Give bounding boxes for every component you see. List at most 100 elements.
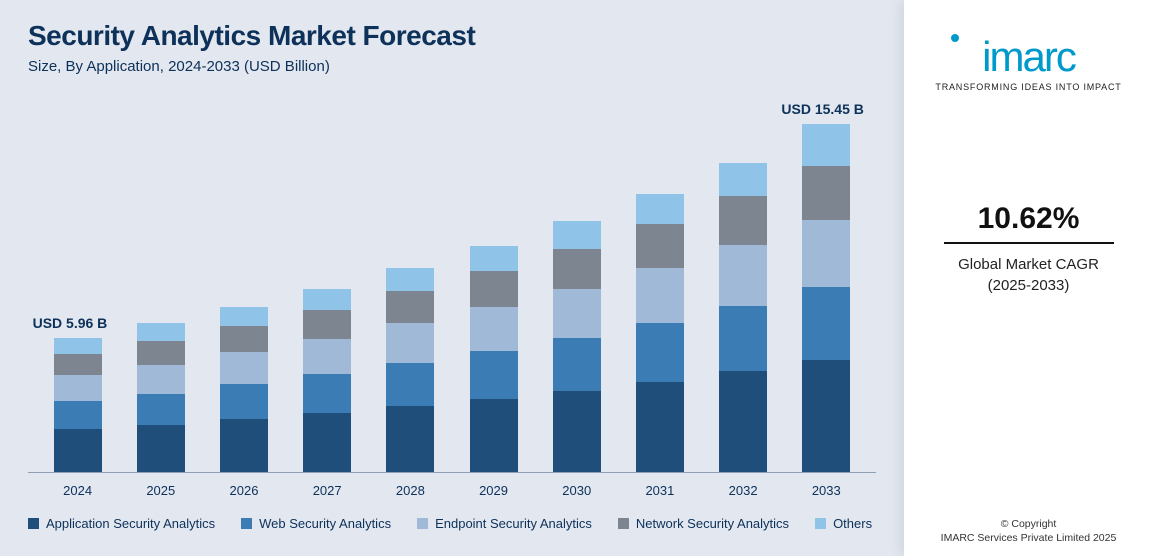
cagr-value: 10.62% bbox=[944, 202, 1114, 244]
bar-segment bbox=[303, 413, 351, 472]
bar-segment bbox=[137, 365, 185, 394]
bar bbox=[553, 221, 601, 472]
bar-segment bbox=[470, 351, 518, 399]
x-tick-label: 2029 bbox=[470, 483, 518, 498]
legend-swatch-icon bbox=[28, 518, 39, 529]
bar-segment bbox=[719, 196, 767, 245]
bar-segment bbox=[470, 271, 518, 307]
bar-segment bbox=[54, 354, 102, 375]
x-tick-label: 2033 bbox=[802, 483, 850, 498]
bar-segment bbox=[802, 124, 850, 166]
legend-label: Web Security Analytics bbox=[259, 516, 391, 531]
bar-segment bbox=[54, 375, 102, 401]
cagr-label: Global Market CAGR (2025-2033) bbox=[944, 254, 1114, 296]
legend: Application Security Analytics Web Securi… bbox=[28, 516, 876, 531]
logo-text: imarc bbox=[935, 36, 1121, 78]
bar-segment bbox=[220, 307, 268, 326]
x-tick-label: 2025 bbox=[137, 483, 185, 498]
bar bbox=[303, 289, 351, 472]
bar-segment bbox=[54, 401, 102, 429]
copyright: © Copyright IMARC Services Private Limit… bbox=[941, 517, 1117, 546]
bar-segment bbox=[553, 391, 601, 472]
bar bbox=[802, 124, 850, 472]
x-tick-label: 2031 bbox=[636, 483, 684, 498]
bar-segment bbox=[54, 338, 102, 354]
side-panel: imarc TRANSFORMING IDEAS INTO IMPACT 10.… bbox=[904, 0, 1153, 556]
bar-segment bbox=[220, 326, 268, 352]
x-tick-label: 2026 bbox=[220, 483, 268, 498]
legend-label: Network Security Analytics bbox=[636, 516, 789, 531]
chart-title: Security Analytics Market Forecast bbox=[28, 20, 876, 52]
chart-subtitle: Size, By Application, 2024-2033 (USD Bil… bbox=[28, 58, 876, 75]
copyright-line2: IMARC Services Private Limited 2025 bbox=[941, 532, 1117, 544]
legend-item: Others bbox=[815, 516, 872, 531]
bar-segment bbox=[303, 310, 351, 339]
bar-segment bbox=[386, 268, 434, 291]
bar bbox=[470, 246, 518, 472]
legend-swatch-icon bbox=[618, 518, 629, 529]
bar-segment bbox=[470, 246, 518, 271]
bar-segment bbox=[553, 249, 601, 289]
legend-swatch-icon bbox=[417, 518, 428, 529]
x-tick-label: 2028 bbox=[386, 483, 434, 498]
legend-label: Others bbox=[833, 516, 872, 531]
bar-segment bbox=[719, 306, 767, 372]
bar-callout-label: USD 5.96 B bbox=[33, 315, 108, 331]
bar-segment bbox=[636, 323, 684, 382]
bar bbox=[719, 163, 767, 472]
bar-segment bbox=[636, 224, 684, 268]
bar-segment bbox=[303, 289, 351, 310]
bar-segment bbox=[553, 221, 601, 248]
chart-area: USD 5.96 B USD 15.45 B bbox=[28, 103, 876, 473]
bar bbox=[220, 307, 268, 472]
bar-segment bbox=[137, 323, 185, 341]
x-tick-label: 2024 bbox=[54, 483, 102, 498]
legend-label: Endpoint Security Analytics bbox=[435, 516, 592, 531]
bar-segment bbox=[802, 220, 850, 288]
main-panel: Security Analytics Market Forecast Size,… bbox=[0, 0, 904, 556]
bar-segment bbox=[220, 384, 268, 419]
bar-segment bbox=[802, 287, 850, 360]
cagr-label-line2: (2025-2033) bbox=[988, 277, 1070, 294]
bar-segment bbox=[636, 268, 684, 323]
cagr-label-line1: Global Market CAGR bbox=[958, 256, 1099, 273]
x-axis: 2024 2025 2026 2027 2028 2029 2030 2031 2032 2033 bbox=[28, 473, 876, 498]
bar-segment bbox=[220, 419, 268, 472]
legend-swatch-icon bbox=[815, 518, 826, 529]
bar-segment bbox=[470, 399, 518, 472]
bar-segment bbox=[719, 163, 767, 196]
bar-segment bbox=[636, 382, 684, 472]
bar bbox=[636, 194, 684, 472]
logo: imarc TRANSFORMING IDEAS INTO IMPACT bbox=[935, 34, 1121, 92]
legend-swatch-icon bbox=[241, 518, 252, 529]
bars-container bbox=[28, 103, 876, 472]
x-tick-label: 2032 bbox=[719, 483, 767, 498]
bar-segment bbox=[220, 352, 268, 384]
bar-segment bbox=[54, 429, 102, 472]
bar-segment bbox=[553, 338, 601, 391]
bar-segment bbox=[303, 339, 351, 375]
bar bbox=[54, 338, 102, 472]
bar-segment bbox=[386, 291, 434, 323]
logo-tagline: TRANSFORMING IDEAS INTO IMPACT bbox=[935, 82, 1121, 92]
bar-segment bbox=[553, 289, 601, 338]
bar-segment bbox=[137, 425, 185, 472]
bar-segment bbox=[719, 245, 767, 306]
bar-segment bbox=[636, 194, 684, 224]
legend-item: Web Security Analytics bbox=[241, 516, 391, 531]
bar-segment bbox=[386, 363, 434, 406]
legend-label: Application Security Analytics bbox=[46, 516, 215, 531]
cagr-block: 10.62% Global Market CAGR (2025-2033) bbox=[944, 202, 1114, 296]
legend-item: Application Security Analytics bbox=[28, 516, 215, 531]
copyright-line1: © Copyright bbox=[1001, 518, 1057, 530]
bar-segment bbox=[470, 307, 518, 351]
x-tick-label: 2030 bbox=[553, 483, 601, 498]
legend-item: Endpoint Security Analytics bbox=[417, 516, 592, 531]
bar-segment bbox=[802, 166, 850, 220]
bar bbox=[386, 268, 434, 472]
x-tick-label: 2027 bbox=[303, 483, 351, 498]
bar bbox=[137, 323, 185, 472]
bar-segment bbox=[137, 341, 185, 365]
bar-callout-label: USD 15.45 B bbox=[781, 101, 863, 117]
bar-segment bbox=[386, 406, 434, 472]
